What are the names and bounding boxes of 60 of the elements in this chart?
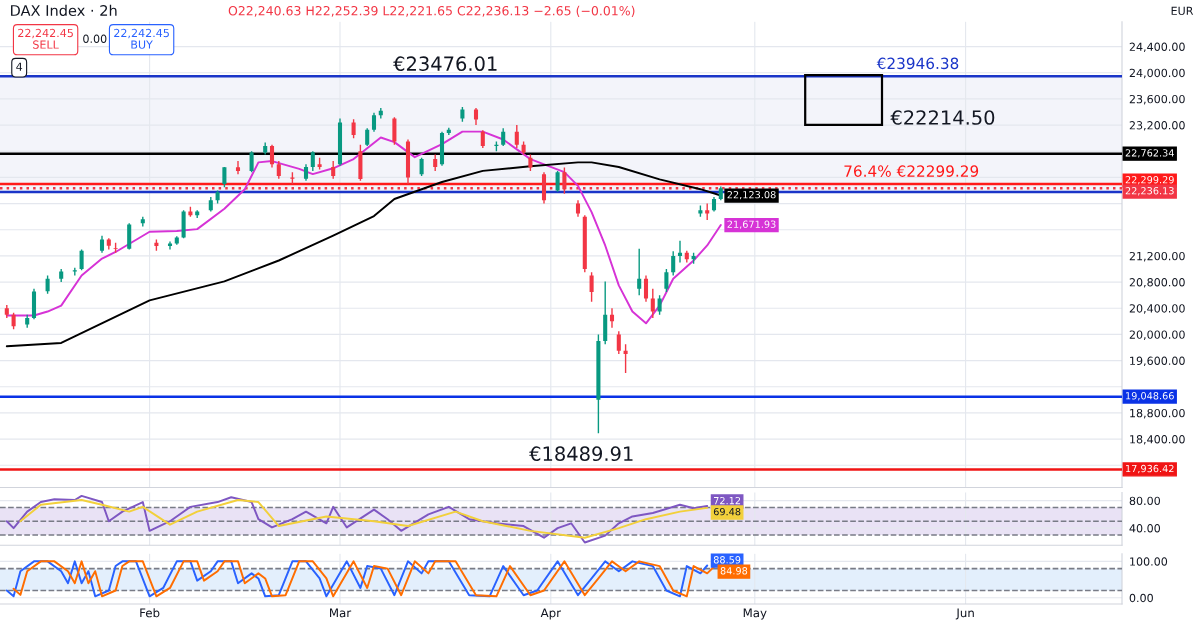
candlestick bbox=[235, 160, 241, 175]
candlestick bbox=[589, 271, 594, 303]
x-tick-label: Mar bbox=[330, 608, 352, 618]
data-label: 84.98 bbox=[720, 567, 748, 575]
candlestick bbox=[514, 124, 519, 149]
ref-line-label: 19,048.66 bbox=[1126, 392, 1174, 401]
x-tick-label: Jun bbox=[955, 608, 974, 620]
annotation: 4 bbox=[16, 62, 23, 71]
ref-line-label: 22,762.34 bbox=[1125, 149, 1174, 158]
candlestick bbox=[45, 274, 50, 295]
x-tick-label: Apr bbox=[540, 608, 562, 620]
candlestick bbox=[664, 268, 669, 293]
y-tick-label: 23,200.00 bbox=[1129, 121, 1185, 131]
annotation: €22214.50 bbox=[890, 110, 995, 125]
y-tick-label: 80.00 bbox=[1129, 496, 1161, 506]
ref-line-label: 17,936.42 bbox=[1126, 464, 1174, 474]
annotation: €23476.01 bbox=[393, 56, 497, 72]
candlestick bbox=[637, 248, 642, 296]
annotation: 76.4% €22299.29 bbox=[844, 165, 979, 177]
annotation: €18489.91 bbox=[529, 446, 633, 462]
y-tick-label: 18,800.00 bbox=[1130, 408, 1185, 419]
candlestick bbox=[562, 166, 567, 195]
chart-subtitle: O22,240.63 H22,252.39 L22,221.65 C22,236.13 −2.65 (−0.01%) bbox=[228, 5, 635, 17]
y-tick-label: 20,400.00 bbox=[1129, 304, 1185, 314]
ref-line-label: 22,299.29 bbox=[1125, 176, 1174, 185]
y-tick-label: 20,000.00 bbox=[1129, 330, 1185, 340]
candlestick bbox=[79, 248, 84, 272]
candlestick bbox=[650, 287, 655, 319]
candlestick bbox=[671, 250, 676, 277]
ref-line-label: 22,236.13 bbox=[1125, 187, 1174, 196]
y-tick-label: 20,800.00 bbox=[1129, 278, 1185, 288]
candlestick bbox=[643, 274, 649, 303]
candlestick bbox=[555, 170, 560, 193]
data-label: 88.59 bbox=[713, 556, 741, 564]
y-tick-label: 24,400.00 bbox=[1129, 42, 1185, 53]
candlestick bbox=[657, 294, 662, 316]
y-tick-label: 19,600.00 bbox=[1130, 356, 1185, 367]
y-tick-label: 24,000.00 bbox=[1129, 68, 1185, 79]
annotation: 0.00 bbox=[83, 34, 107, 43]
y-tick-label: 0.00 bbox=[1129, 593, 1153, 603]
chart-title: DAX Index · 2h bbox=[11, 4, 117, 17]
candlestick bbox=[616, 330, 621, 355]
candlestick bbox=[623, 343, 628, 374]
data-label: 72.12 bbox=[714, 496, 741, 505]
y-tick-label: 100.00 bbox=[1130, 557, 1168, 566]
candlestick bbox=[249, 150, 254, 173]
annotation: 22,242.45 BUY bbox=[114, 28, 169, 49]
annotation: €23946.38 bbox=[876, 57, 959, 70]
text: EUR bbox=[1171, 6, 1194, 16]
data-label: 22,123.08 bbox=[727, 191, 776, 200]
x-tick-label: May bbox=[743, 608, 767, 620]
y-tick-label: 21,200.00 bbox=[1129, 251, 1185, 262]
y-tick-label: 40.00 bbox=[1129, 524, 1161, 533]
x-tick-label: Feb bbox=[140, 608, 160, 618]
data-label: 69.48 bbox=[713, 507, 741, 516]
candlestick bbox=[677, 240, 683, 264]
y-tick-label: 23,600.00 bbox=[1129, 94, 1185, 105]
data-label: 21,671.93 bbox=[727, 220, 776, 229]
y-tick-label: 18,400.00 bbox=[1130, 435, 1185, 445]
annotation: 22,242.45 SELL bbox=[18, 28, 73, 49]
